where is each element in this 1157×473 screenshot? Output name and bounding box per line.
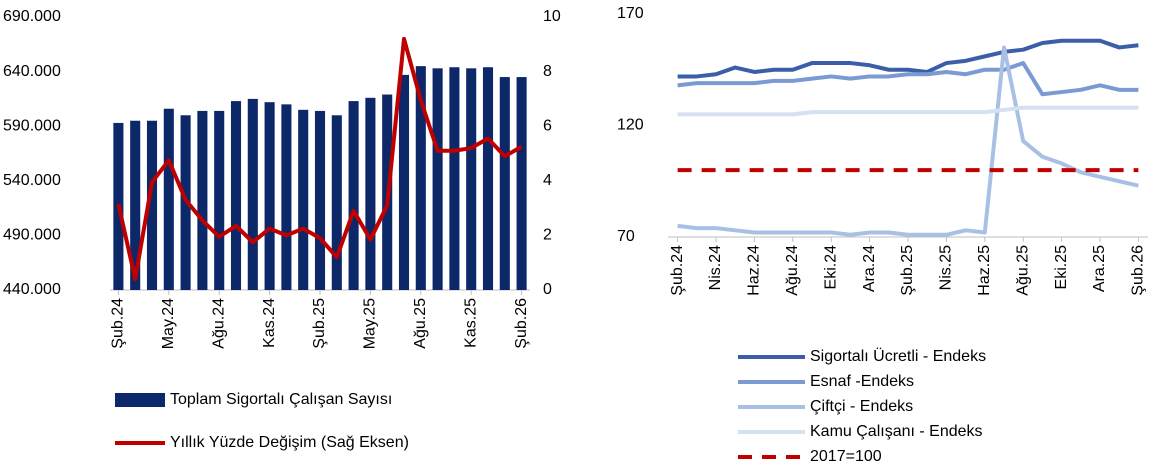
legend-label: Sigortalı Ücretli - Endeks	[810, 347, 986, 365]
y-tick-label: 590.000	[3, 117, 61, 134]
x-tick-label: Kas.24	[261, 298, 278, 348]
y2-tick-label: 2	[543, 227, 552, 244]
legend-label: Çiftçi - Endeks	[810, 398, 913, 415]
x-tick-label: Şub.24	[669, 245, 686, 296]
y-tick-label: 490.000	[3, 227, 61, 244]
bar	[482, 67, 494, 291]
y2-tick-label: 4	[543, 172, 552, 189]
x-tick-label: Eki.24	[822, 245, 839, 290]
x-tick-label: Şub.25	[899, 245, 916, 296]
legend-swatch	[115, 393, 165, 407]
bar	[281, 104, 292, 290]
y-tick-label: 120	[617, 117, 644, 134]
x-tick-label: Nis.24	[707, 245, 724, 290]
line-series	[116, 36, 523, 282]
legend-label: Toplam Sigortalı Çalışan Sayısı	[170, 391, 392, 408]
y-tick-label: 70	[617, 228, 635, 245]
legend-label: Esnaf -Endeks	[810, 373, 914, 390]
bar	[230, 101, 242, 290]
x-tick-label: Ara.24	[861, 245, 878, 292]
bar	[264, 102, 275, 291]
bar	[449, 67, 460, 291]
bar	[197, 110, 208, 290]
bar	[432, 68, 443, 290]
x-tick-label: Ağu.24	[210, 298, 227, 349]
x-tick-label: Eki.25	[1053, 245, 1070, 290]
bar	[466, 68, 477, 290]
line-series	[677, 105, 1139, 117]
x-tick-label: Şub.24	[110, 298, 127, 349]
y-tick-label: 540.000	[3, 172, 61, 189]
bar	[331, 115, 342, 290]
x-tick-label: May.24	[160, 298, 177, 349]
bar	[516, 77, 527, 290]
bar	[365, 97, 376, 290]
bar	[314, 110, 326, 290]
y2-tick-label: 0	[543, 281, 552, 298]
line-series	[677, 38, 1139, 79]
bar	[163, 108, 174, 290]
x-tick-label: Ağu.24	[784, 245, 801, 296]
x-tick-label: Haz.25	[976, 245, 993, 296]
legend-label: Kamu Çalışanı - Endeks	[810, 423, 983, 440]
x-tick-label: Nis.25	[938, 245, 955, 290]
x-tick-label: Şub.26	[1130, 245, 1147, 296]
x-tick-label: Ağu.25	[412, 298, 429, 349]
y-tick-label: 440.000	[3, 281, 61, 298]
y2-tick-label: 6	[543, 117, 552, 134]
bar	[415, 66, 426, 290]
line-series	[677, 61, 1139, 97]
bar	[398, 74, 410, 290]
y2-tick-label: 8	[543, 63, 552, 80]
legend-label: Yıllık Yüzde Değişim (Sağ Eksen)	[170, 434, 409, 451]
y-tick-label: 690.000	[3, 8, 61, 25]
bar	[214, 110, 225, 290]
bar	[298, 109, 309, 290]
legend-label: 2017=100	[810, 448, 882, 465]
y-tick-label: 640.000	[3, 63, 61, 80]
bar	[130, 120, 141, 291]
y2-tick-label: 10	[543, 8, 561, 25]
bar	[247, 98, 258, 291]
x-tick-label: May.25	[362, 298, 379, 349]
bar	[146, 120, 158, 291]
bar	[499, 77, 510, 290]
bar	[348, 101, 359, 290]
x-tick-label: Kas.25	[462, 298, 479, 348]
x-tick-label: Haz.24	[746, 245, 763, 296]
x-tick-label: Ağu.25	[1014, 245, 1031, 296]
x-tick-label: Ara.25	[1091, 245, 1108, 292]
line-series	[677, 45, 1139, 237]
x-tick-label: Şub.25	[311, 298, 328, 349]
y-tick-label: 170	[617, 5, 644, 22]
x-tick-label: Şub.26	[513, 298, 530, 349]
